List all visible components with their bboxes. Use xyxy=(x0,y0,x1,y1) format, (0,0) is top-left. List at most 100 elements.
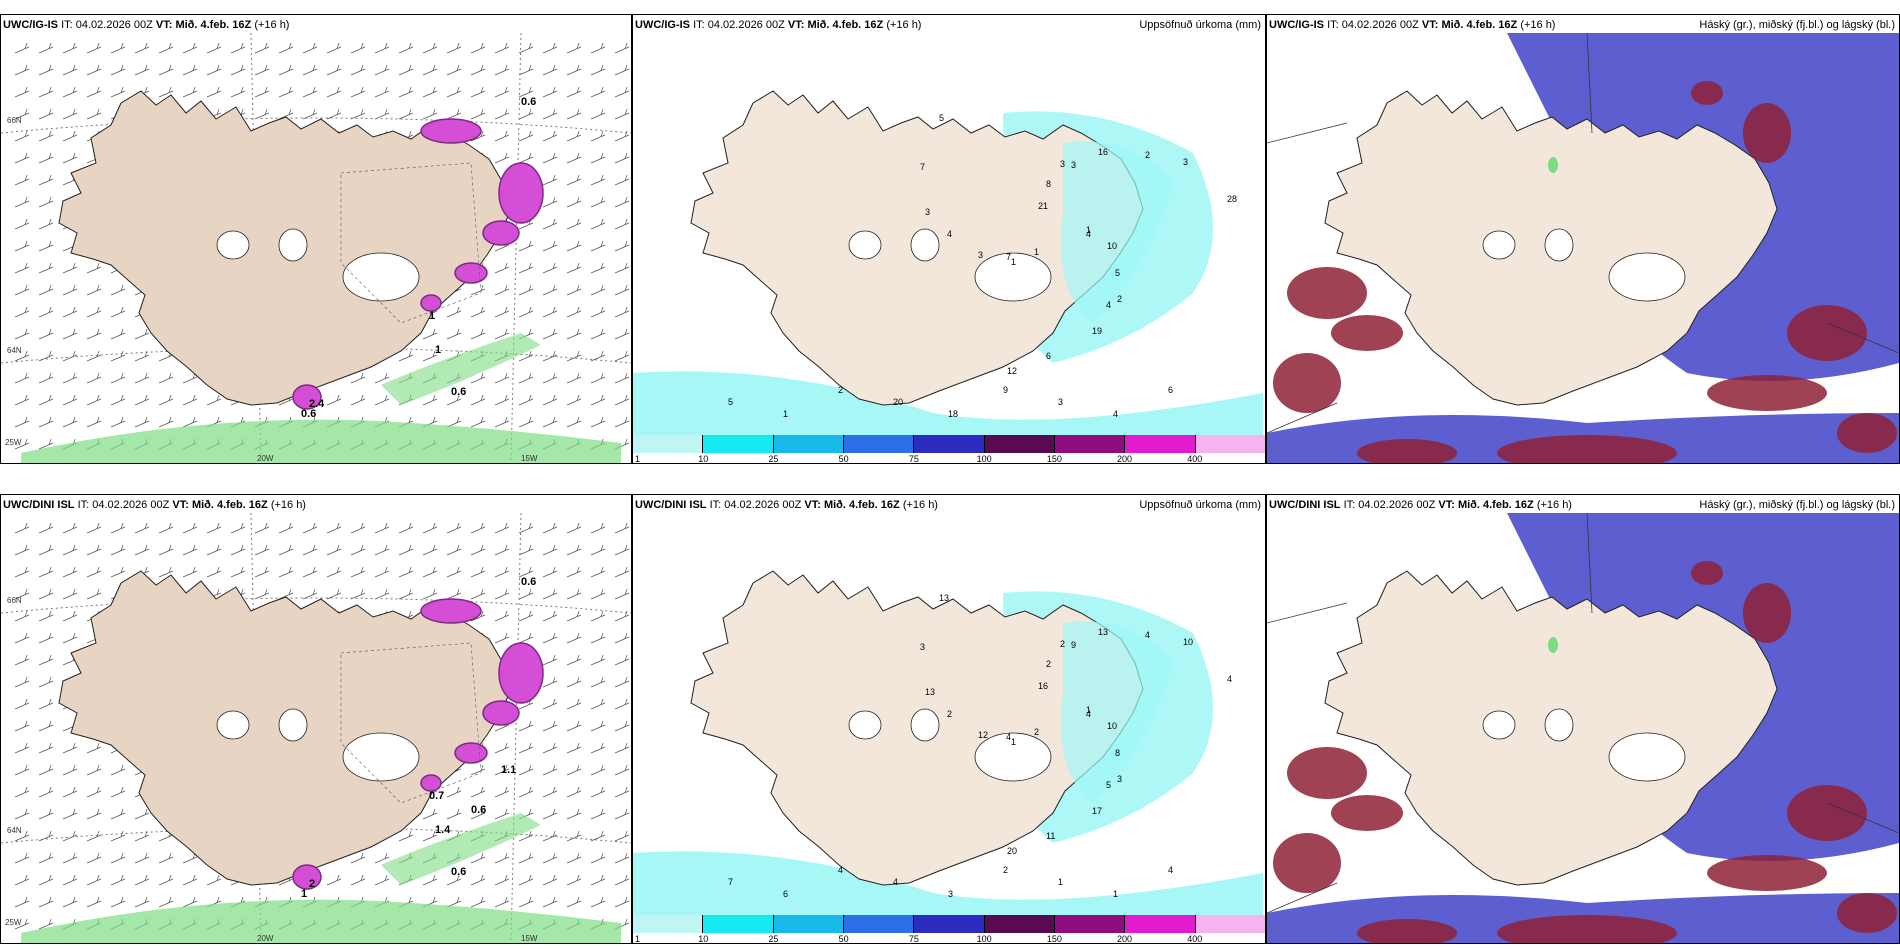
high-cloud-area xyxy=(1707,855,1827,891)
precip-value-label: 13 xyxy=(925,687,935,697)
precip-value-label: 1 xyxy=(1086,705,1091,715)
precip-area-cyan xyxy=(1061,621,1173,803)
precip-value-label: 20 xyxy=(1007,846,1017,856)
precip-value-label: 2 xyxy=(1145,150,1150,160)
init-time: 04.02.2026 00Z xyxy=(92,499,170,511)
contour-label: 2 xyxy=(309,878,315,890)
high-cloud-area xyxy=(1743,103,1791,163)
contour-label: 1 xyxy=(435,344,441,356)
precip-value-label: 16 xyxy=(1098,147,1108,157)
colorbar-tick: 100 xyxy=(976,934,992,944)
precip-value-label: 3 xyxy=(978,250,983,260)
colorbar-segment xyxy=(1194,435,1265,453)
contour-label: 1.1 xyxy=(501,764,516,776)
axis-label: 15W xyxy=(521,454,538,463)
axis-label: 64N xyxy=(7,346,22,355)
precip-blob xyxy=(498,162,544,224)
valid-time: Mið. 4.feb. 16Z xyxy=(823,499,900,511)
precip-value-label: 3 xyxy=(925,207,930,217)
precip-band-green xyxy=(21,419,621,463)
precip-blob xyxy=(482,220,520,246)
panel-row1-clouds: UWC/IG-IS IT: 04.02.2026 00Z VT: Mið. 4.… xyxy=(1266,14,1900,464)
colorbar-tick: 1 xyxy=(635,454,641,464)
colorbar-tick: 75 xyxy=(908,454,919,464)
precip-blob xyxy=(420,774,442,792)
precip-value-label: 4 xyxy=(893,877,898,887)
precip-value-label: 12 xyxy=(978,730,988,740)
precip-value-label: 2 xyxy=(1117,294,1122,304)
glacier xyxy=(278,708,308,742)
projection-line xyxy=(1586,513,1593,614)
panel-title: Háský (gr.), miðský (fj.bl.) og lágský (… xyxy=(1699,499,1895,511)
panel-header: UWC/DINI ISL IT: 04.02.2026 00Z VT: Mið.… xyxy=(635,499,1261,511)
precip-value-label: 4 xyxy=(1227,674,1232,684)
glacier xyxy=(1544,228,1574,262)
lead-time: (+16 h) xyxy=(1520,19,1556,31)
valid-time: Mið. 4.feb. 16Z xyxy=(175,19,252,31)
high-cloud-area xyxy=(1331,315,1403,351)
precip-value-label: 3 xyxy=(948,889,953,899)
projection-line xyxy=(1267,882,1338,914)
precip-value-label: 4 xyxy=(1113,409,1118,419)
precip-value-label: 7 xyxy=(920,162,925,172)
panel-header: UWC/DINI ISL IT: 04.02.2026 00Z VT: Mið.… xyxy=(3,499,306,511)
glacier xyxy=(974,732,1052,782)
colorbar-segment xyxy=(1194,915,1265,933)
precip-blob xyxy=(420,118,482,144)
precip-value-label: 11 xyxy=(1046,831,1055,841)
glacier xyxy=(1482,710,1516,740)
axis-label: 64N xyxy=(7,826,22,835)
colorbar-tick: 1 xyxy=(635,934,641,944)
precip-value-label: 9 xyxy=(1003,385,1008,395)
high-cloud-area xyxy=(1837,893,1897,933)
colorbar-ticks: 1 10 25 50 75 100 150 200 400 xyxy=(633,934,1265,944)
colorbar-segment xyxy=(633,915,703,933)
precip-value-label: 6 xyxy=(783,889,788,899)
panel-title: Uppsöfnuð úrkoma (mm) xyxy=(1139,499,1261,511)
precip-value-label: 5 xyxy=(1106,780,1111,790)
contour-label: 0.6 xyxy=(451,386,466,398)
high-cloud-area xyxy=(1273,833,1341,893)
precip-value-label: 7 xyxy=(728,877,733,887)
precip-value-label: 16 xyxy=(1038,681,1048,691)
panel-title: Uppsöfnuð úrkoma (mm) xyxy=(1139,19,1261,31)
wind-precip-map: 0.6 0.6 21 1.4 0.7 0.6 1.1 66N 64N 25W 20W 15W xyxy=(1,513,631,943)
colorbar-tick: 10 xyxy=(698,934,709,944)
precip-value-label: 4 xyxy=(1086,709,1091,719)
glacier xyxy=(1482,230,1516,260)
high-cloud-area xyxy=(1287,267,1367,319)
panel-header: UWC/IG-IS IT: 04.02.2026 00Z VT: Mið. 4.… xyxy=(3,19,290,31)
glacier xyxy=(910,228,940,262)
axis-label: 15W xyxy=(521,934,538,943)
colorbar-tick: 150 xyxy=(1046,454,1062,464)
glacier xyxy=(1608,732,1686,782)
colorbar-tick: 400 xyxy=(1187,454,1203,464)
projection-line xyxy=(1267,402,1338,434)
precip-value-label: 10 xyxy=(1107,721,1117,731)
precip-value-label: 2 xyxy=(1060,639,1065,649)
precip-value-label: 4 xyxy=(1145,630,1150,640)
projection-line xyxy=(1267,122,1348,144)
valid-time: Mið. 4.feb. 16Z xyxy=(1441,19,1518,31)
colorbar-segment xyxy=(913,915,984,933)
high-cloud-area xyxy=(1691,81,1723,105)
accum-precip-map: 1123131020161012131734228241113449576443… xyxy=(633,570,1263,927)
precip-value-label: 3 xyxy=(1058,397,1063,407)
lead-time: (+16 h) xyxy=(902,499,938,511)
colorbar-segment xyxy=(1124,915,1195,933)
model-name: UWC/DINI ISL xyxy=(1269,499,1341,511)
contour-label: 2.4 xyxy=(309,398,325,410)
precip-value-label: 5 xyxy=(939,113,944,123)
colorbar-segment xyxy=(842,915,914,933)
precip-value-label: 4 xyxy=(1086,229,1091,239)
precip-value-label: 5 xyxy=(728,397,733,407)
colorbar-tick: 10 xyxy=(698,454,709,464)
colorbar-tick: 200 xyxy=(1117,934,1133,944)
low-cloud-area xyxy=(1548,157,1558,173)
contour-label: 0.6 xyxy=(521,576,536,588)
precip-value-label: 12 xyxy=(1007,366,1017,376)
contour-label: 1.4 xyxy=(435,824,451,836)
panel-row2-clouds: UWC/DINI ISL IT: 04.02.2026 00Z VT: Mið.… xyxy=(1266,494,1900,944)
glacier xyxy=(278,228,308,262)
colorbar-segment xyxy=(983,435,1054,453)
